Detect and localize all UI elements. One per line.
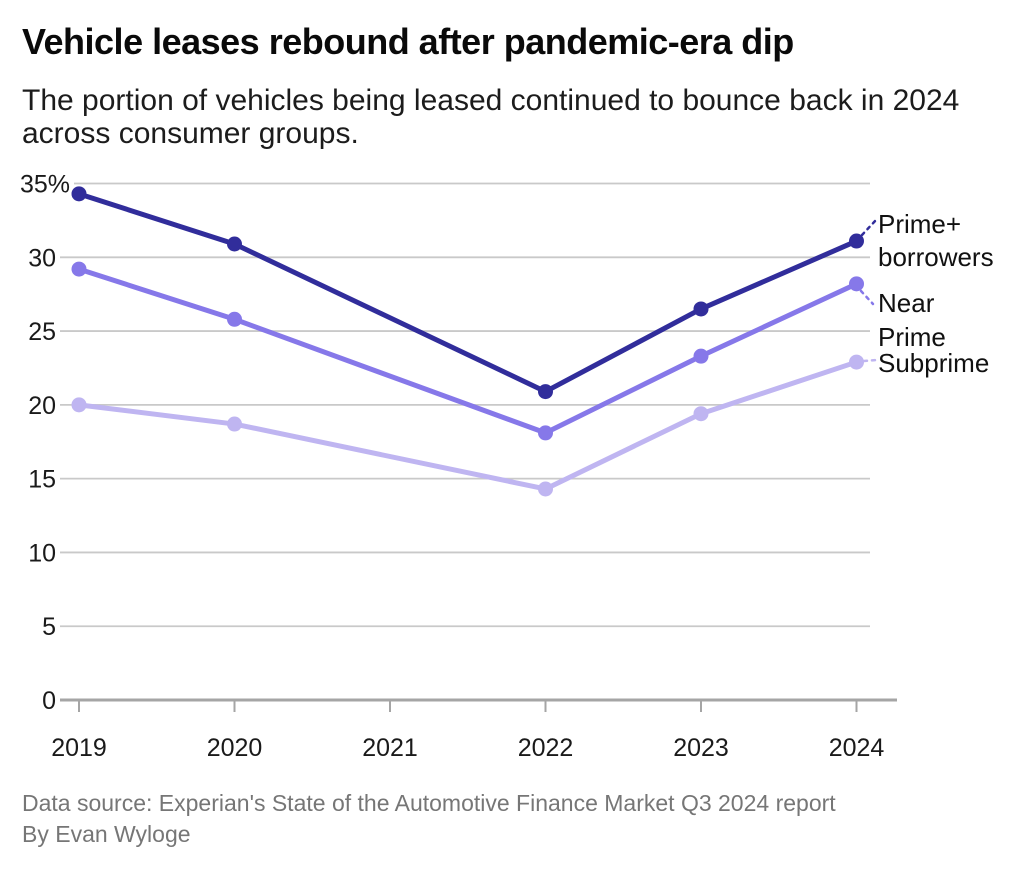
series-label-near-prime: Near xyxy=(878,288,935,318)
x-axis-label: 2022 xyxy=(518,734,574,762)
data-point-near-prime-2023 xyxy=(693,348,709,364)
x-axis-label: 2019 xyxy=(51,734,107,762)
data-point-subprime-2024 xyxy=(849,354,864,370)
y-axis-label: 35% xyxy=(20,171,70,199)
label-leader-subprime xyxy=(862,358,879,363)
data-point-prime-plus-2019 xyxy=(71,186,87,202)
series-label-prime-plus: Prime+ xyxy=(878,209,961,239)
y-axis-label: 15 xyxy=(28,466,56,494)
y-axis-label: 5 xyxy=(42,613,56,641)
data-point-prime-plus-2022 xyxy=(538,384,553,400)
data-point-near-prime-2022 xyxy=(538,425,553,441)
data-point-prime-plus-2024 xyxy=(849,233,864,249)
y-axis-label: 10 xyxy=(28,539,56,567)
data-point-prime-plus-2020 xyxy=(227,236,242,252)
data-point-near-prime-2024 xyxy=(849,276,864,292)
data-point-subprime-2020 xyxy=(227,416,242,432)
label-leader-near-prime xyxy=(859,289,875,306)
byline: By Evan Wyloge xyxy=(22,821,191,848)
series-line-subprime xyxy=(76,359,859,492)
y-axis-label: 20 xyxy=(28,392,56,420)
data-point-prime-plus-2023 xyxy=(693,301,709,317)
data-point-subprime-2022 xyxy=(538,481,553,497)
x-axis-label: 2024 xyxy=(829,734,885,762)
chart-subtitle: The portion of vehicles being leased con… xyxy=(22,84,960,150)
line-chart: 35% 30 25 20 15 10 5 0 2019 2020 2021 2022 2023 2024 P… xyxy=(20,171,994,762)
y-axis-label: 25 xyxy=(28,318,56,346)
series-label-subprime: Subprime xyxy=(878,348,989,378)
chart-title: Vehicle leases rebound after pandemic-er… xyxy=(22,21,794,62)
data-point-near-prime-2020 xyxy=(227,311,242,327)
y-axis-label: 30 xyxy=(28,244,56,272)
x-axis-label: 2023 xyxy=(673,734,729,762)
series-label-prime-plus: borrowers xyxy=(878,242,994,272)
series-label-near-prime: Prime xyxy=(878,322,946,352)
series-line-prime-plus xyxy=(76,191,859,395)
x-axis-label: 2021 xyxy=(362,734,418,762)
chart-footer: Data source: Experian's State of the Aut… xyxy=(22,788,982,850)
data-point-near-prime-2019 xyxy=(71,261,87,277)
x-axis-label: 2020 xyxy=(207,734,263,762)
data-point-subprime-2019 xyxy=(71,397,87,413)
label-leader-prime-plus xyxy=(860,218,878,237)
data-point-subprime-2023 xyxy=(693,406,709,422)
y-axis-label: 0 xyxy=(42,687,56,715)
data-source: Data source: Experian's State of the Aut… xyxy=(22,790,836,816)
